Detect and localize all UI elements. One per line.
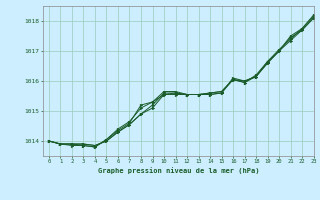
- X-axis label: Graphe pression niveau de la mer (hPa): Graphe pression niveau de la mer (hPa): [98, 167, 259, 174]
